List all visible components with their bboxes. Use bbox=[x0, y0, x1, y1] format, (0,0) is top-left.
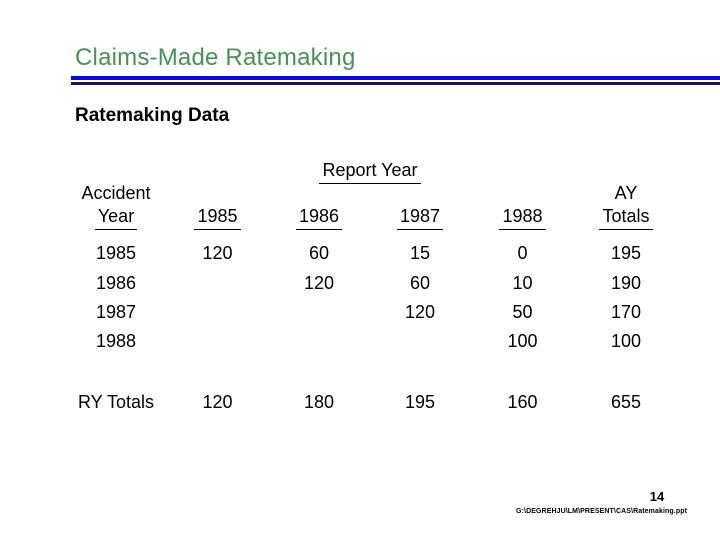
grand-total: 655 bbox=[610, 392, 642, 412]
cell-value: 60 bbox=[308, 243, 330, 263]
cell-value bbox=[269, 302, 369, 324]
title-rule-thin bbox=[71, 82, 720, 85]
report-year-header: Report Year bbox=[166, 160, 574, 184]
footer-file-path: G:\DEGREHJU\LM\PRESENT\CAS\Ratemaking.pp… bbox=[516, 508, 687, 515]
row-total: 100 bbox=[610, 331, 642, 351]
table-row: 1986 120 60 10 190 bbox=[66, 273, 678, 295]
accident-header-line2: Year bbox=[94, 206, 138, 230]
totals-cell-value: 195 bbox=[404, 392, 436, 412]
cell-value: 15 bbox=[409, 243, 431, 263]
table-row: 1987 120 50 170 bbox=[66, 302, 678, 324]
totals-cell-value: 180 bbox=[303, 392, 335, 412]
row-label: 1988 bbox=[95, 331, 137, 351]
cell-value: 120 bbox=[303, 273, 335, 293]
cell-value: 50 bbox=[512, 302, 533, 322]
accident-header-line1: Accident bbox=[81, 183, 151, 203]
table-row: 1988 100 100 bbox=[66, 331, 678, 353]
column-header-1986: 1986 bbox=[295, 206, 343, 230]
cell-value bbox=[269, 331, 369, 353]
row-label: 1986 bbox=[95, 273, 137, 293]
slide-title: Claims-Made Ratemaking bbox=[75, 44, 356, 71]
slide-subtitle: Ratemaking Data bbox=[75, 105, 230, 126]
report-year-label: Report Year bbox=[319, 160, 421, 184]
table-header-line2: Year 1985 1986 1987 1988 Totals bbox=[66, 206, 678, 230]
row-total: 190 bbox=[610, 273, 642, 293]
cell-value: 100 bbox=[507, 331, 538, 351]
page-number: 14 bbox=[649, 489, 665, 504]
totals-row-label: RY Totals bbox=[77, 392, 155, 412]
row-total: 195 bbox=[610, 243, 642, 263]
cell-value: 10 bbox=[512, 273, 533, 293]
table-header-line1: Accident AY bbox=[66, 183, 678, 205]
row-label: 1987 bbox=[95, 302, 137, 322]
totals-cell-value: 120 bbox=[202, 392, 233, 412]
cell-value: 120 bbox=[404, 302, 436, 322]
row-total: 170 bbox=[610, 302, 642, 322]
column-header-1987: 1987 bbox=[396, 206, 444, 230]
cell-value: 120 bbox=[202, 243, 233, 263]
cell-value: 60 bbox=[409, 273, 431, 293]
cell-value bbox=[166, 302, 269, 324]
column-header-1988: 1988 bbox=[499, 206, 546, 230]
cell-value bbox=[369, 331, 471, 353]
cell-value bbox=[166, 273, 269, 295]
row-label: 1985 bbox=[95, 243, 137, 263]
totals-row: RY Totals 120 180 195 160 655 bbox=[66, 392, 678, 414]
ay-totals-header-line1: AY bbox=[614, 183, 638, 203]
totals-cell-value: 160 bbox=[507, 392, 538, 412]
cell-value: 0 bbox=[517, 243, 528, 263]
title-rule-thick bbox=[71, 76, 720, 80]
cell-value bbox=[166, 331, 269, 353]
ay-totals-header-line2: Totals bbox=[599, 206, 653, 230]
column-header-1985: 1985 bbox=[194, 206, 241, 230]
table-row: 1985 120 60 15 0 195 bbox=[66, 243, 678, 265]
